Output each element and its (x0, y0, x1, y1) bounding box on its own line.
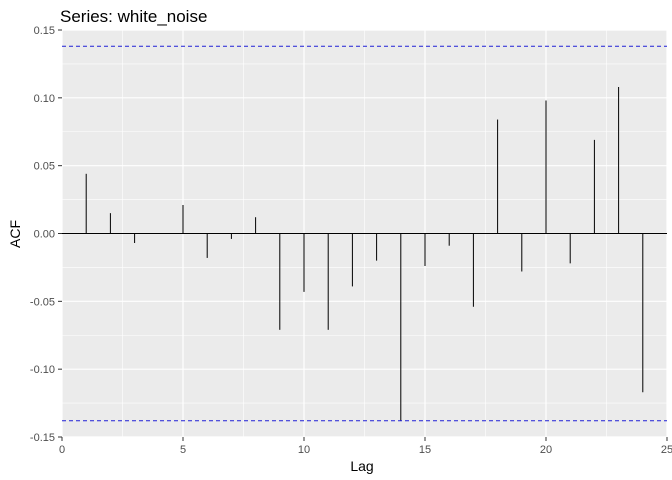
x-tick-label: 15 (419, 444, 431, 456)
y-tick-label: 0.15 (34, 25, 55, 37)
x-tick-label: 10 (298, 444, 310, 456)
x-axis-title: Lag (350, 458, 373, 474)
x-tick-label: 5 (180, 444, 186, 456)
acf-bars (85, 86, 644, 421)
y-axis-ticks: -0.15 -0.10 -0.05 0.00 0.05 0.10 0.15 (30, 25, 62, 444)
x-axis-ticks: 0 5 10 15 20 25 (59, 437, 672, 456)
y-tick-label: -0.05 (30, 296, 55, 308)
y-tick-label: 0.10 (34, 93, 55, 105)
y-tick-label: 0.00 (34, 229, 55, 241)
y-tick-label: 0.05 (34, 161, 55, 173)
x-tick-label: 20 (540, 444, 552, 456)
y-tick-label: -0.15 (30, 432, 55, 444)
x-tick-label: 25 (661, 444, 672, 456)
chart-title: Series: white_noise (60, 7, 207, 26)
y-axis-title: ACF (7, 220, 23, 248)
y-tick-label: -0.10 (30, 364, 55, 376)
x-tick-label: 0 (59, 444, 65, 456)
